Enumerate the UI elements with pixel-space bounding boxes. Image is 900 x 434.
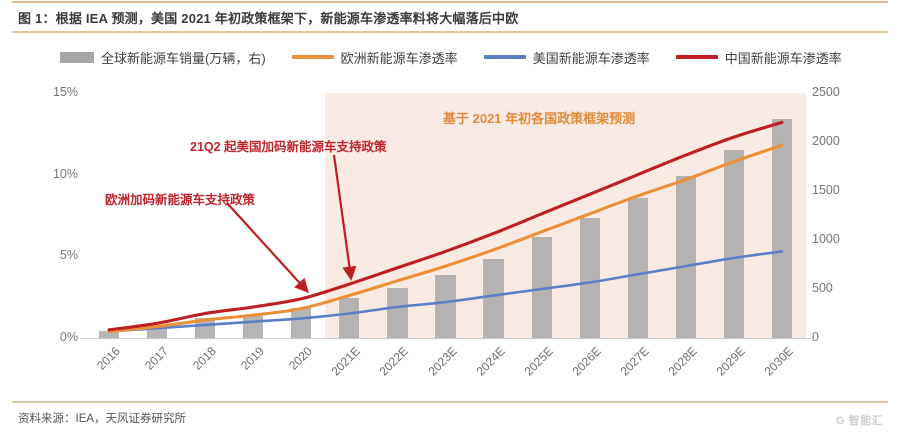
x-tick: 2020 [286, 344, 316, 373]
bottom-rule [12, 401, 888, 403]
bar [723, 149, 744, 338]
bar-swatch-icon [60, 51, 94, 63]
x-tick: 2024E [473, 344, 508, 379]
x-tick: 2029E [713, 344, 748, 379]
x-tick: 2023E [424, 344, 460, 379]
y-tick-right: 2000 [812, 134, 840, 148]
bar [387, 288, 408, 338]
bar [435, 275, 456, 338]
y-tick-right: 1500 [812, 183, 840, 197]
bar [147, 326, 168, 338]
x-tick: 2025E [521, 344, 556, 379]
bar [531, 237, 552, 338]
legend-label: 中国新能源车渗透率 [724, 50, 842, 66]
x-tick: 2016 [94, 344, 123, 373]
bar [98, 330, 120, 338]
y-tick-right: 2500 [812, 85, 840, 99]
legend-label: 美国新能源车渗透率 [532, 50, 650, 66]
y-tick-left: 15% [52, 85, 78, 99]
page-title: 图 1：根据 IEA 预测，美国 2021 年初政策框架下，新能源车渗透率料将大… [18, 11, 519, 26]
y-tick-left: 5% [59, 248, 78, 263]
annotation-us-policy: 21Q2 起美国加码新能源车支持政策 [190, 140, 387, 154]
top-rule [12, 1, 888, 3]
y-tick-left: 0% [59, 330, 78, 344]
legend-item-china[interactable]: 中国新能源车渗透率 [675, 48, 842, 67]
line-swatch-icon [675, 55, 718, 59]
y-tick-left: 10% [52, 166, 78, 181]
x-tick: 2022E [376, 344, 412, 379]
y-tick-right: 1000 [812, 232, 840, 246]
y-tick-right: 0 [812, 330, 819, 344]
x-tick: 2017 [142, 344, 171, 373]
y-tick-right: 500 [812, 281, 833, 295]
legend-item-usa[interactable]: 美国新能源车渗透率 [483, 48, 650, 67]
x-axis-baseline [81, 338, 810, 339]
annotation-forecast-band: 基于 2021 年初各国政策框架预测 [443, 111, 636, 126]
bar [339, 297, 360, 338]
legend-label: 全球新能源车销量(万辆，右) [101, 50, 266, 66]
x-tick: 2027E [617, 344, 652, 379]
annotation-eu-policy: 欧洲加码新能源车支持政策 [105, 193, 256, 207]
title-rule [12, 31, 888, 33]
bar [771, 119, 793, 338]
line-series [107, 143, 784, 334]
x-tick: 2026E [569, 344, 604, 379]
plot-area [81, 93, 810, 339]
x-tick: 2018 [190, 344, 220, 373]
x-tick: 2021E [328, 344, 364, 379]
legend-label: 欧洲新能源车渗透率 [340, 50, 458, 66]
bar [291, 307, 312, 338]
bar [579, 218, 600, 338]
watermark: G 智能汇 [836, 415, 884, 427]
legend-item-europe[interactable]: 欧洲新能源车渗透率 [291, 48, 458, 67]
x-tick: 2019 [238, 344, 268, 373]
chart-legend: 全球新能源车销量(万辆，右) 欧洲新能源车渗透率 美国新能源车渗透率 中国新能源… [60, 46, 880, 68]
line-series-layer [107, 120, 784, 334]
line-series [107, 250, 784, 333]
bar [627, 197, 648, 338]
legend-item-global-sales[interactable]: 全球新能源车销量(万辆，右) [60, 48, 266, 67]
line-swatch-icon [483, 55, 526, 59]
x-tick: 2028E [665, 344, 700, 379]
source-note: 资料来源：IEA，天风证券研究所 [18, 413, 187, 425]
line-series [107, 120, 784, 332]
bar [675, 176, 696, 338]
x-tick: 2030E [761, 344, 796, 379]
line-swatch-icon [291, 55, 334, 59]
bar [483, 258, 504, 338]
